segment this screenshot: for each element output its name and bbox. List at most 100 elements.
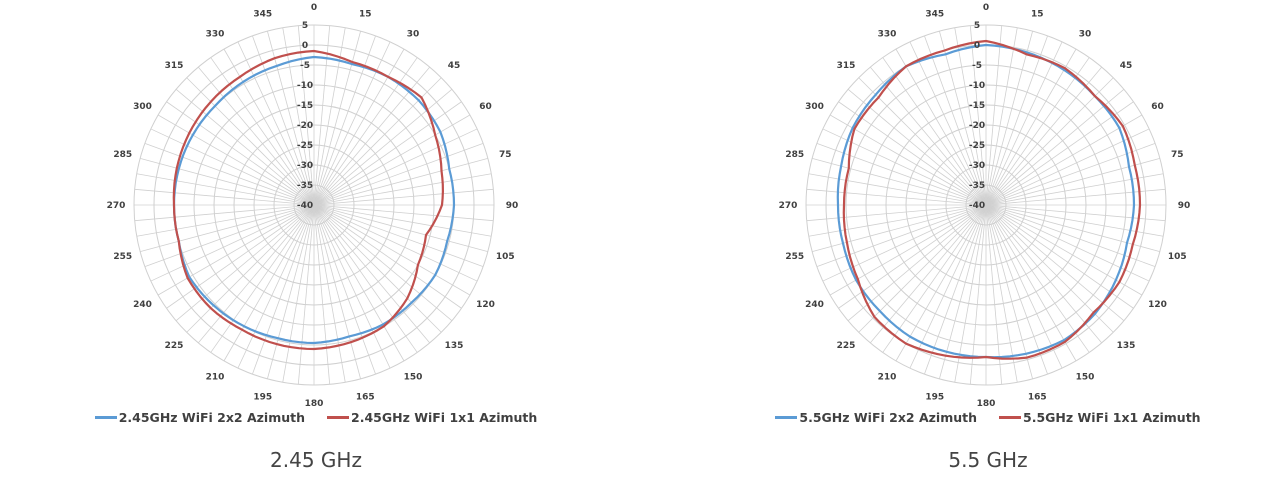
grid-spoke xyxy=(985,204,1048,375)
radial-tick-label: -35 xyxy=(297,181,313,191)
chart-caption: 5.5 GHz xyxy=(948,448,1028,472)
grid-spoke xyxy=(157,204,315,296)
grid-spoke xyxy=(157,114,315,206)
grid-spoke xyxy=(313,48,405,206)
grid-spoke xyxy=(313,204,453,322)
grid-spoke xyxy=(985,88,1125,206)
grid-spoke xyxy=(140,158,315,206)
polar-chart-5-5ghz: 0 15 30 45 60 75 90 105 120 135 150 165 180 195 210 225… xyxy=(779,3,1191,409)
grid-spoke xyxy=(985,204,1125,322)
grid-spoke xyxy=(806,188,987,206)
radial-tick-label: -5 xyxy=(972,61,982,71)
grid-spoke xyxy=(313,204,431,344)
grid-spoke xyxy=(166,101,315,206)
grid-spoke xyxy=(313,204,405,362)
grid-spoke xyxy=(313,204,346,383)
grid-spoke xyxy=(985,188,1166,206)
angle-tick-label: 105 xyxy=(1168,252,1187,262)
radial-tick-label: -20 xyxy=(969,121,985,131)
grid-spoke xyxy=(939,204,987,379)
angle-tick-label: 15 xyxy=(1031,10,1044,20)
grid-spoke xyxy=(954,204,987,383)
grid-spoke xyxy=(985,25,1003,206)
legend-swatch xyxy=(775,416,798,419)
legend-swatch xyxy=(999,416,1021,419)
grid-spoke xyxy=(313,35,376,206)
grid-spoke xyxy=(985,101,1134,206)
radial-tick-label: 5 xyxy=(302,21,308,31)
grid-spoke xyxy=(985,41,1063,206)
grid-spoke xyxy=(985,204,1166,222)
grid-spoke xyxy=(909,41,987,206)
angle-tick-label: 180 xyxy=(305,399,324,409)
grid-spoke xyxy=(909,204,987,369)
grid-spoke xyxy=(134,188,315,206)
radial-tick-label: -30 xyxy=(297,161,313,171)
grid-spoke xyxy=(210,204,315,353)
grid-spoke xyxy=(252,204,315,375)
grid-spoke xyxy=(267,31,315,206)
grid-spoke xyxy=(313,204,418,353)
angle-tick-label: 345 xyxy=(925,10,944,20)
angle-tick-label: 15 xyxy=(359,10,372,20)
angle-tick-label: 150 xyxy=(404,372,423,382)
angle-tick-label: 0 xyxy=(983,3,989,13)
radial-tick-label: 0 xyxy=(974,41,980,51)
legend: 5.5GHz WiFi 2x2 Azimuth 5.5GHz WiFi 1x1 … xyxy=(672,410,1264,425)
grid-spoke xyxy=(313,204,492,237)
chart-panel-5-5ghz: 0 15 30 45 60 75 90 105 120 135 150 165 180 195 210 225… xyxy=(672,0,1264,486)
angle-tick-label: 240 xyxy=(133,300,152,310)
angle-tick-label: 315 xyxy=(165,61,184,71)
chart-caption: 2.45 GHz xyxy=(270,448,362,472)
angle-tick-label: 60 xyxy=(479,102,492,112)
grid xyxy=(805,24,1167,386)
grid-spoke xyxy=(313,204,331,385)
angle-tick-label: 75 xyxy=(1171,150,1184,160)
grid-spoke xyxy=(985,204,1103,344)
grid-spoke xyxy=(166,204,315,309)
angle-tick-label: 210 xyxy=(878,372,897,382)
grid-spoke xyxy=(197,66,315,206)
grid-spoke xyxy=(313,204,391,369)
grid-spoke xyxy=(150,128,315,206)
radial-tick-label: -40 xyxy=(969,201,985,211)
series-line xyxy=(842,39,1142,360)
polar-chart-2-45ghz: 0 15 30 45 60 75 90 105 120 135 150 165 180 195 210 225… xyxy=(107,3,519,409)
radial-tick-label: -10 xyxy=(297,81,313,91)
legend-swatch xyxy=(327,416,349,419)
grid-spoke xyxy=(816,143,987,206)
grid-spoke xyxy=(313,88,453,206)
angle-tick-label: 90 xyxy=(506,201,519,211)
radial-tick-label: -40 xyxy=(297,201,313,211)
angle-tick-label: 345 xyxy=(253,10,272,20)
angle-tick-label: 45 xyxy=(448,61,461,71)
radial-tick-label: -25 xyxy=(297,141,313,151)
angle-tick-label: 30 xyxy=(407,30,420,40)
grid-spoke xyxy=(985,204,1150,282)
grid-spoke xyxy=(985,204,1018,383)
grid-spoke xyxy=(847,88,987,206)
grid-spoke xyxy=(313,204,376,375)
grid-spoke xyxy=(313,204,484,267)
grid-spoke xyxy=(313,31,361,206)
grid-spoke xyxy=(210,57,315,206)
angle-tick-label: 105 xyxy=(496,252,515,262)
grid-spoke xyxy=(313,204,478,282)
legend-label: 5.5GHz WiFi 1x1 Azimuth xyxy=(1023,410,1201,425)
grid-spoke xyxy=(186,77,315,206)
grid-spoke xyxy=(223,48,315,206)
grid-spoke xyxy=(985,114,1143,206)
grid-spoke xyxy=(313,204,488,252)
grid-spoke xyxy=(812,204,987,252)
radial-tick-label: -30 xyxy=(969,161,985,171)
grid-spoke xyxy=(822,128,987,206)
angle-tick-label: 150 xyxy=(1076,372,1095,382)
grid-spoke xyxy=(985,48,1077,206)
grid-spoke xyxy=(313,204,494,222)
legend-label: 5.5GHz WiFi 2x2 Azimuth xyxy=(799,410,977,425)
radial-tick-label: -20 xyxy=(297,121,313,131)
grid-spoke xyxy=(282,204,315,383)
grid-spoke xyxy=(985,204,1090,353)
grid xyxy=(133,24,495,386)
